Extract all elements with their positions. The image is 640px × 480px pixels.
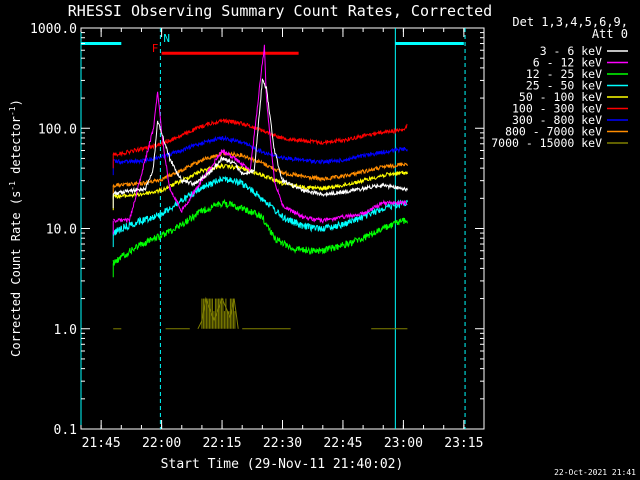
series-6-line bbox=[112, 134, 408, 165]
x-axis-label: Start Time (29-Nov-11 21:40:02) bbox=[161, 457, 404, 472]
x-tick-label-4: 22:45 bbox=[323, 436, 362, 451]
x-tick-label-5: 23:00 bbox=[384, 436, 423, 451]
legend-header-attenuator: Att 0 bbox=[592, 27, 628, 41]
x-axis: 21:45 22:00 22:15 22:30 22:45 23:00 23:15 bbox=[80, 28, 485, 451]
footer-date: 22-Oct-2021 21:41 bbox=[554, 468, 636, 477]
y-tick-label-2: 10.0 bbox=[46, 223, 77, 238]
x-tick-label-2: 22:15 bbox=[202, 436, 241, 451]
x-tick-label-3: 22:30 bbox=[263, 436, 302, 451]
legend-label-6: 300 - 800 keV bbox=[512, 113, 602, 127]
legend-label-2: 12 - 25 keV bbox=[526, 67, 602, 81]
legend-label-5: 100 - 300 keV bbox=[512, 102, 602, 116]
annotation-f: F bbox=[152, 42, 159, 55]
legend-label-4: 50 - 100 keV bbox=[519, 90, 602, 104]
series-2-line bbox=[112, 198, 408, 266]
x-tick-label-6: 23:15 bbox=[444, 436, 483, 451]
legend-label-7: 800 - 7000 keV bbox=[505, 125, 602, 139]
legend-header-detectors: Det 1,3,4,5,6,9, bbox=[512, 15, 628, 29]
flag-annotations: NF bbox=[152, 32, 170, 55]
legend-label-3: 25 - 50 keV bbox=[526, 79, 602, 93]
y-tick-label-1: 1.0 bbox=[54, 323, 77, 338]
series-7-line bbox=[112, 150, 408, 189]
series-1-line bbox=[112, 44, 408, 224]
series-2 bbox=[112, 198, 408, 278]
legend-label-8: 7000 - 15000 keV bbox=[491, 136, 602, 150]
y-tick-label-3: 100.0 bbox=[38, 122, 77, 137]
x-tick-label-0: 21:45 bbox=[82, 436, 121, 451]
series-5-line bbox=[112, 118, 408, 158]
series-3-line bbox=[112, 175, 408, 236]
y-tick-label-0: 0.1 bbox=[54, 423, 77, 438]
legend-label-0: 3 - 6 keV bbox=[540, 44, 602, 58]
series-3 bbox=[112, 175, 408, 248]
series-0 bbox=[112, 78, 408, 209]
series-5 bbox=[112, 118, 408, 169]
annotation-n: N bbox=[163, 32, 170, 45]
y-axis: 0.1 1.0 10.0 100.0 1000.0 bbox=[30, 22, 484, 438]
y-tick-label-4: 1000.0 bbox=[30, 22, 77, 37]
series-0-line bbox=[112, 78, 408, 198]
plot-frame bbox=[80, 27, 485, 430]
series-4-line bbox=[112, 162, 408, 200]
series-6 bbox=[112, 134, 408, 176]
x-tick-label-1: 22:00 bbox=[142, 436, 181, 451]
vertical-lines bbox=[80, 28, 466, 429]
legend-label-1: 6 - 12 keV bbox=[533, 56, 602, 70]
y-axis-label: Corrected Count Rate (s-1 detector-1) bbox=[8, 99, 23, 357]
attenuator-bars bbox=[81, 42, 464, 55]
series-layer bbox=[112, 44, 408, 330]
series-1 bbox=[112, 44, 408, 235]
series-8 bbox=[113, 296, 408, 330]
chart-title: RHESSI Observing Summary Count Rates, Co… bbox=[68, 2, 492, 20]
